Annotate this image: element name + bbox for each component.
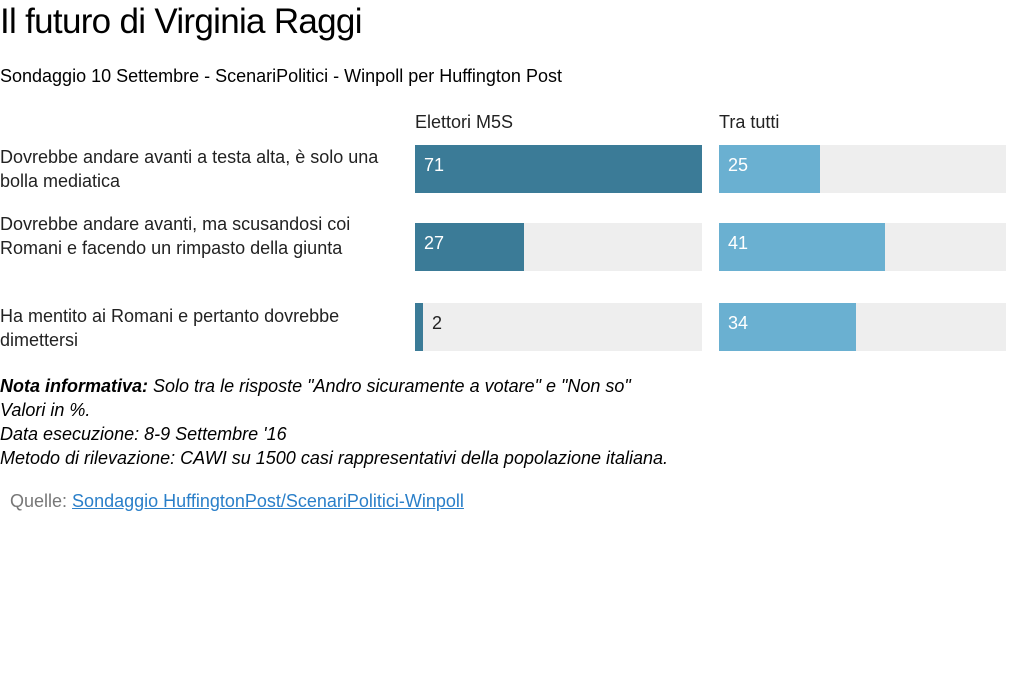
note-text: Solo tra le risposte "Andro sicuramente …	[148, 376, 631, 396]
data-label-m5s-1: 71	[424, 155, 445, 175]
note-line-1: Nota informativa: Solo tra le risposte "…	[0, 374, 668, 398]
bar-track-m5s-1: 71	[415, 145, 702, 193]
column-header-m5s: Elettori M5S	[415, 112, 514, 132]
source-link[interactable]: Sondaggio HuffingtonPost/ScenariPolitici…	[72, 491, 464, 511]
notes-block: Nota informativa: Solo tra le risposte "…	[0, 374, 668, 470]
row-label-1: Dovrebbe andare avanti a testa alta, è s…	[0, 147, 379, 191]
source-label: Quelle:	[10, 491, 73, 511]
data-label-tra-tutti-3: 34	[728, 313, 749, 333]
row-label-3: Ha mentito ai Romani e pertanto dovrebbe…	[0, 306, 340, 350]
bar-track-tra-tutti-3: 34	[719, 303, 1006, 351]
bar-track-m5s-3: 2	[415, 303, 702, 351]
data-label-tra-tutti-2: 41	[728, 233, 749, 253]
bar-tra-tutti-1	[719, 145, 820, 193]
source-line: Quelle: Sondaggio HuffingtonPost/Scenari…	[10, 491, 464, 512]
column-header-tra-tutti: Tra tutti	[719, 112, 780, 132]
note-line-3: Data esecuzione: 8-9 Settembre '16	[0, 424, 287, 444]
bar-track-m5s-2: 27	[415, 223, 702, 271]
data-label-m5s-3: 2	[432, 313, 443, 333]
note-label: Nota informativa:	[0, 376, 149, 396]
bar-track-tra-tutti-1: 25	[719, 145, 1006, 193]
chart-subtitle: Sondaggio 10 Settembre - ScenariPolitici…	[0, 66, 562, 86]
note-line-2: Valori in %.	[0, 400, 91, 420]
bar-track-tra-tutti-2: 41	[719, 223, 1006, 271]
bar-m5s-3	[415, 303, 423, 351]
data-label-tra-tutti-1: 25	[728, 155, 749, 175]
note-line-4: Metodo di rilevazione: CAWI su 1500 casi…	[0, 448, 669, 468]
bar-tra-tutti-2	[719, 223, 885, 271]
data-label-m5s-2: 27	[424, 233, 445, 253]
row-label-2: Dovrebbe andare avanti, ma scusandosi co…	[0, 214, 351, 258]
bar-m5s-2	[415, 223, 524, 271]
chart-title: Il futuro di Virginia Raggi	[0, 2, 362, 41]
bar-m5s-1	[415, 145, 702, 193]
bar-tra-tutti-3	[719, 303, 856, 351]
